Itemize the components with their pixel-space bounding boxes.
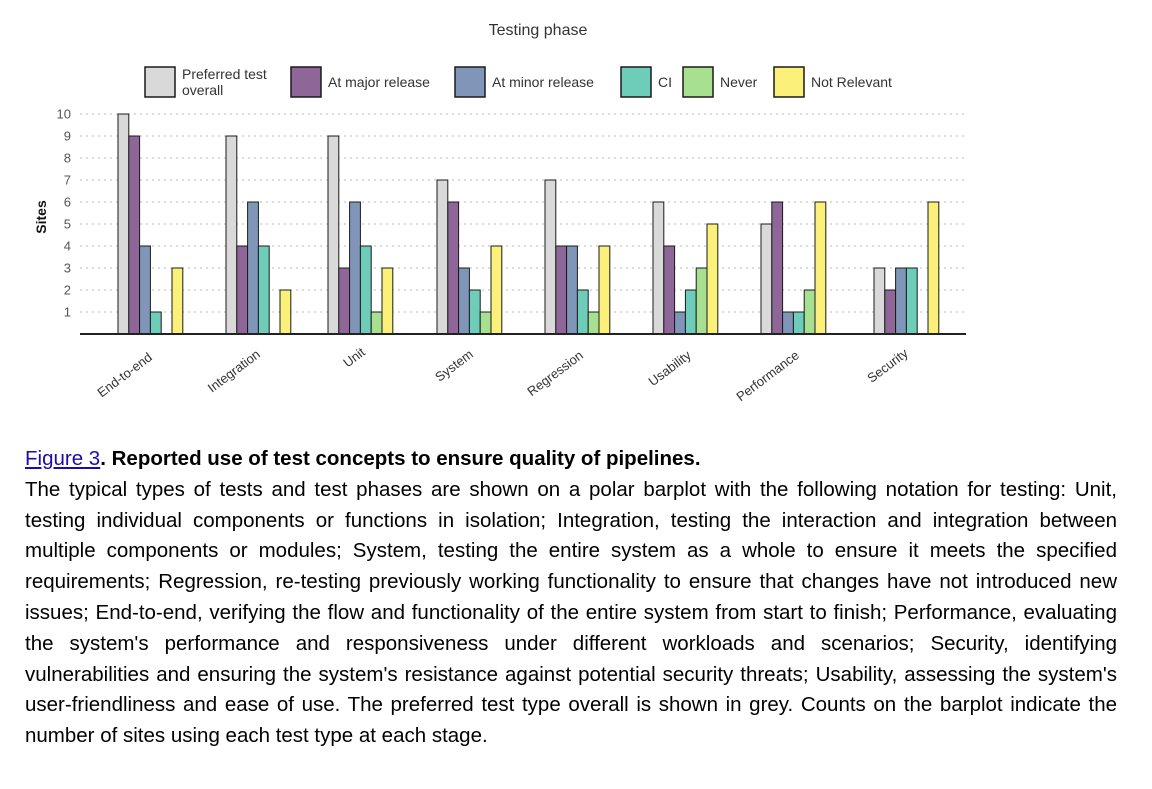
y-axis-label: Sites	[33, 200, 49, 234]
legend-label: Preferred test	[182, 66, 267, 82]
bar	[695, 267, 708, 335]
y-axis-ticks: 1 2 3 4 5 6 7 8 9 10	[57, 107, 71, 320]
x-axis-labels: End-to-end Integration Unit System Regressio…	[94, 344, 911, 404]
y-tick-label: 5	[64, 217, 71, 232]
bar	[587, 311, 600, 335]
grouped-bar-chart: Testing phase Sites Preferred testoveral…	[33, 22, 966, 404]
bar	[792, 311, 805, 335]
bar	[349, 201, 361, 335]
bar	[236, 245, 249, 335]
bar	[117, 113, 130, 335]
bar	[544, 179, 557, 335]
bar	[598, 245, 611, 335]
category-label: Unit	[340, 344, 368, 370]
legend-label: At major release	[328, 74, 430, 90]
category-label: Usability	[646, 347, 695, 389]
caption-body: The typical types of tests and test phas…	[25, 477, 1117, 748]
legend-label: CI	[658, 74, 672, 90]
bar	[782, 311, 794, 335]
legend-swatch	[682, 66, 714, 98]
legend-swatch	[290, 66, 322, 98]
legend-swatch	[620, 66, 652, 98]
legend-label: Not Relevant	[811, 74, 892, 90]
bar	[171, 267, 184, 335]
y-tick-label: 10	[57, 107, 71, 122]
figure-chart: Testing phase Sites Preferred test overal…	[33, 22, 966, 404]
y-tick-label: 9	[64, 129, 71, 144]
gridlines	[80, 113, 966, 313]
bar	[927, 201, 940, 335]
category-label: Regression	[524, 347, 586, 399]
bar	[359, 245, 372, 335]
bar	[381, 267, 394, 335]
bar	[555, 245, 568, 335]
legend-label: At minor release	[492, 74, 594, 90]
y-tick-label: 2	[64, 283, 71, 298]
legend-swatch	[454, 66, 486, 98]
bar	[370, 311, 383, 335]
bar	[566, 245, 578, 335]
y-tick-label: 8	[64, 151, 71, 166]
bar	[684, 289, 697, 335]
bar	[663, 245, 676, 335]
category-label: Security	[864, 345, 911, 386]
bar	[436, 179, 449, 335]
bar	[674, 311, 686, 335]
category-label: End-to-end	[94, 349, 154, 400]
bar	[652, 201, 665, 335]
legend-label: overall	[182, 82, 223, 98]
bar	[905, 267, 918, 335]
bar	[257, 245, 270, 335]
y-tick-label: 4	[64, 239, 71, 254]
bar	[279, 289, 292, 335]
caption-title-text: . Reported use of test concepts to ensur…	[100, 447, 701, 470]
bar	[149, 311, 162, 335]
y-tick-label: 6	[64, 195, 71, 210]
bar	[576, 289, 589, 335]
bar	[873, 267, 886, 335]
bar	[706, 223, 719, 335]
legend-swatch	[144, 66, 176, 98]
category-label: Integration	[205, 346, 263, 395]
bar	[771, 201, 784, 335]
figure-link[interactable]: Figure 3	[25, 447, 101, 470]
legend-label: Never	[720, 74, 758, 90]
caption-title: Figure 3. Reported use of test concepts …	[25, 444, 1117, 475]
bar	[447, 201, 460, 335]
bar	[468, 289, 481, 335]
bar	[803, 289, 816, 335]
bar	[139, 245, 151, 335]
bar	[884, 289, 897, 335]
figure-caption: Figure 3. Reported use of test concepts …	[25, 444, 1117, 752]
chart-title: Testing phase	[489, 22, 588, 39]
bar	[338, 267, 351, 335]
y-tick-label: 7	[64, 173, 71, 188]
y-tick-label: 1	[64, 305, 71, 320]
category-label: Performance	[733, 347, 801, 404]
bar	[479, 311, 492, 335]
bar	[760, 223, 773, 335]
bar	[247, 201, 259, 335]
bar	[327, 135, 340, 335]
bar	[895, 267, 907, 335]
bar	[225, 135, 238, 335]
category-label: System	[432, 346, 476, 384]
y-tick-label: 3	[64, 261, 71, 276]
bar	[490, 245, 503, 335]
bars	[117, 113, 940, 335]
legend-swatch	[773, 66, 805, 98]
bar	[458, 267, 470, 335]
bar	[814, 201, 827, 335]
bar	[128, 135, 141, 335]
